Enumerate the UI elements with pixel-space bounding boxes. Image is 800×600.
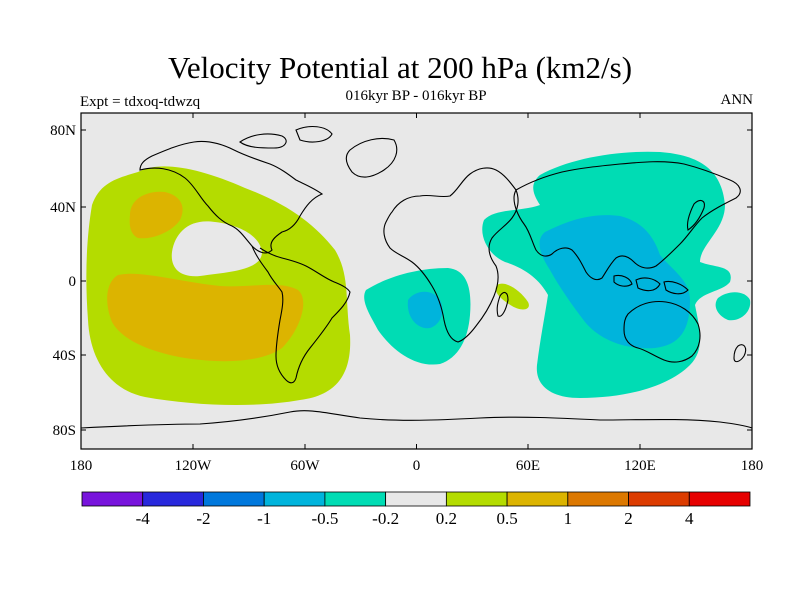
lat-axis: 80N 40N 0 40S 80S [50,123,752,439]
colorbar: -4 -2 -1 -0.5 -0.2 0.2 0.5 1 2 4 [81,491,751,528]
colorbar-label: 0.2 [436,509,457,528]
colorbar-swatch [567,491,629,507]
lon-tick-label: 120W [175,458,213,474]
lon-tick-label: 120E [624,458,656,474]
positive-core-south-pacific [107,273,304,362]
season-label: ANN [720,92,754,108]
coastlines [81,125,752,429]
colorbar-label: 1 [564,509,573,528]
colorbar-label: 4 [685,509,694,528]
colorbar-swatch [688,491,751,507]
colorbar-swatch [142,491,204,507]
coast-antarctica [81,410,752,429]
positive-region-east-africa [495,283,529,310]
coast-madagascar [496,291,509,317]
coast-north-america [139,140,324,254]
colorbar-label: -0.2 [372,509,399,528]
colorbar-swatch [324,491,387,507]
negative-core-africa [407,291,443,329]
coast-greenland [345,137,398,178]
colorbar-swatch [203,491,265,507]
negative-core-asia [539,215,690,349]
lat-tick-label: 40N [50,200,76,216]
colorbar-label: 0.5 [496,509,517,528]
coast-maritime [613,274,689,295]
colorbar-label: -2 [196,509,210,528]
plot-subtitle: 016kyr BP - 016kyr BP [345,88,487,104]
colorbar-swatch [81,491,144,507]
coast-asia [513,161,741,281]
lat-tick-label: 40S [53,348,76,364]
lat-tick-label: 80N [50,123,76,139]
colorbar-label: -1 [257,509,271,528]
coast-arctic-islands [239,125,333,149]
colorbar-label: -0.5 [311,509,338,528]
lon-tick-label: 60E [516,458,540,474]
colorbar-swatch [263,491,326,507]
plot-title: Velocity Potential at 200 hPa (km2/s) [167,50,633,85]
positive-core-north-pacific [129,191,183,239]
colorbar-swatch [385,491,447,507]
lon-axis: 180 120W 60W 0 60E 120E 180 [70,113,764,474]
colorbar-swatch [445,491,508,507]
lon-tick-label: 180 [70,458,93,474]
lat-tick-label: 80S [53,423,76,439]
coast-japan [686,199,705,231]
colorbar-label: -4 [136,509,151,528]
negative-region-pacific-tail [715,292,751,321]
colorbar-label: 2 [624,509,633,528]
lon-tick-label: 60W [290,458,320,474]
coast-new-zealand [733,344,747,363]
contour-fields [86,151,751,406]
colorbar-swatch [628,491,690,507]
coast-south-america [251,245,351,384]
coast-europe-africa [383,167,519,343]
lon-tick-label: 0 [413,458,421,474]
experiment-label: Expt = tdxoq-tdwzq [80,94,201,110]
coast-australia [623,300,701,363]
lon-tick-label: 180 [741,458,764,474]
colorbar-swatch [506,491,569,507]
lat-tick-label: 0 [69,274,77,290]
